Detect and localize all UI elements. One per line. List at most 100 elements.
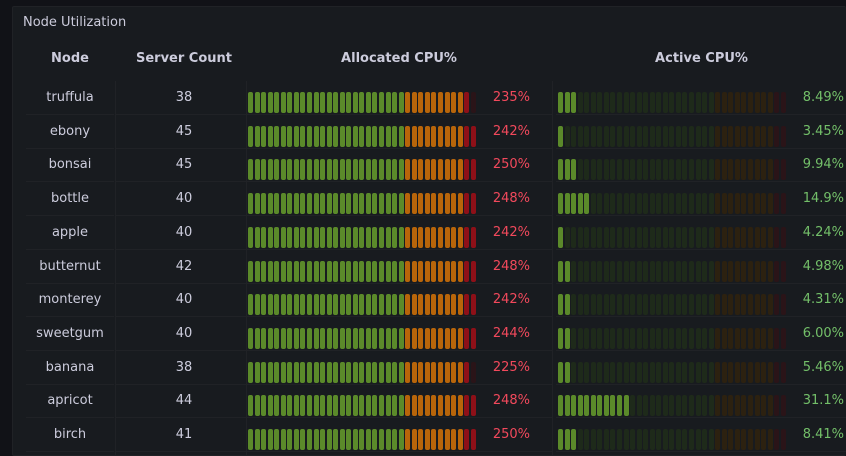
gauge-segment <box>741 294 747 316</box>
table-row[interactable]: sweetgum 40 244% 6.00% <box>26 317 846 351</box>
gauge-segment <box>741 159 747 181</box>
gauge-bar-track <box>558 193 787 215</box>
gauge-segment <box>372 92 378 113</box>
gauge-segment <box>418 193 424 215</box>
gauge-segment <box>346 361 352 383</box>
gauge-segment <box>616 429 622 450</box>
gauge-segment <box>293 92 299 113</box>
allocated-cpu-value: 250% <box>492 427 530 442</box>
gauge-segment <box>630 294 636 316</box>
node-name-cell: truffula <box>26 81 114 115</box>
gauge-segment <box>616 327 622 349</box>
table-row[interactable]: butternut 42 248% 4.98% <box>26 250 846 284</box>
gauge-segment <box>643 260 649 282</box>
gauge-segment <box>656 92 662 113</box>
table-row[interactable]: bottle 40 248% 14.9% <box>26 182 846 217</box>
gauge-segment <box>424 395 430 417</box>
gauge-segment <box>346 327 352 349</box>
gauge-segment <box>695 159 701 181</box>
column-header-active-cpu[interactable]: Active CPU% <box>655 51 748 66</box>
gauge-segment <box>267 193 273 215</box>
gauge-segment <box>728 260 734 282</box>
server-count-cell: 40 <box>116 317 252 351</box>
gauge-segment <box>623 125 629 147</box>
column-header-server-count[interactable]: Server Count <box>135 51 232 66</box>
gauge-segment <box>564 226 570 248</box>
gauge-segment <box>702 294 708 316</box>
gauge-segment <box>702 361 708 383</box>
gauge-segment <box>359 327 365 349</box>
table-row[interactable]: truffula 38 235% 8.49% <box>26 81 846 115</box>
gauge-segment <box>431 193 437 215</box>
gauge-segment <box>457 125 463 147</box>
gauge-segment <box>424 159 430 181</box>
gauge-segment <box>643 361 649 383</box>
gauge-segment <box>754 429 760 450</box>
gauge-segment <box>444 226 450 248</box>
gauge-segment <box>662 327 668 349</box>
active-cpu-gauge: 8.41% <box>556 418 846 452</box>
gauge-segment <box>715 260 721 282</box>
gauge-segment <box>669 327 675 349</box>
table-row[interactable]: birch 41 250% 8.41% <box>26 418 846 452</box>
panel-title[interactable]: Node Utilization <box>23 15 127 30</box>
gauge-segment <box>405 294 411 316</box>
gauge-segment <box>457 429 463 450</box>
column-divider <box>115 81 116 455</box>
column-header-allocated-cpu[interactable]: Allocated CPU% <box>341 51 457 66</box>
gauge-segment <box>464 361 470 383</box>
gauge-bar-track <box>248 294 477 316</box>
gauge-segment <box>715 327 721 349</box>
gauge-segment <box>267 429 273 450</box>
gauge-segment <box>734 193 740 215</box>
gauge-segment <box>623 92 629 113</box>
gauge-segment <box>372 159 378 181</box>
gauge-segment <box>721 226 727 248</box>
table-row[interactable]: apricot 44 248% 31.1% <box>26 384 846 419</box>
table-row[interactable]: apple 40 242% 4.24% <box>26 216 846 250</box>
gauge-segment <box>590 125 596 147</box>
gauge-segment <box>274 125 280 147</box>
gauge-segment <box>747 395 753 417</box>
gauge-segment <box>261 159 267 181</box>
gauge-segment <box>761 125 767 147</box>
gauge-segment <box>267 92 273 113</box>
gauge-segment <box>320 294 326 316</box>
gauge-segment <box>451 193 457 215</box>
gauge-segment <box>662 429 668 450</box>
table-row[interactable]: banana 38 225% 5.46% <box>26 351 846 385</box>
gauge-segment <box>293 327 299 349</box>
gauge-segment <box>418 361 424 383</box>
gauge-segment <box>451 92 457 113</box>
gauge-segment <box>734 92 740 113</box>
gauge-segment <box>702 429 708 450</box>
allocated-cpu-gauge: 244% <box>246 317 552 351</box>
server-count-cell: 38 <box>116 351 252 385</box>
gauge-segment <box>261 260 267 282</box>
gauge-segment <box>379 226 384 248</box>
column-header-node[interactable]: Node <box>51 51 89 66</box>
gauge-segment <box>379 327 384 349</box>
gauge-segment <box>280 226 286 248</box>
gauge-segment <box>636 395 642 417</box>
table-row[interactable]: bonsai 45 250% 9.94% <box>26 148 846 183</box>
gauge-segment <box>603 125 609 147</box>
gauge-segment <box>464 294 470 316</box>
gauge-segment <box>248 361 253 383</box>
gauge-segment <box>630 361 636 383</box>
gauge-segment <box>656 193 662 215</box>
gauge-segment <box>636 361 642 383</box>
gauge-segment <box>274 327 280 349</box>
table-row[interactable]: ebony 45 242% 3.45% <box>26 115 846 149</box>
gauge-segment <box>708 159 714 181</box>
gauge-segment <box>398 327 404 349</box>
gauge-segment <box>451 226 457 248</box>
gauge-segment <box>418 92 424 113</box>
table-row[interactable]: monterey 40 242% 4.31% <box>26 283 846 318</box>
gauge-segment <box>326 226 332 248</box>
gauge-bar-track <box>248 429 477 450</box>
gauge-segment <box>365 294 371 316</box>
gauge-segment <box>392 361 398 383</box>
gauge-segment <box>300 361 306 383</box>
node-utilization-panel: Node Utilization Node Server Count Alloc… <box>12 6 846 456</box>
